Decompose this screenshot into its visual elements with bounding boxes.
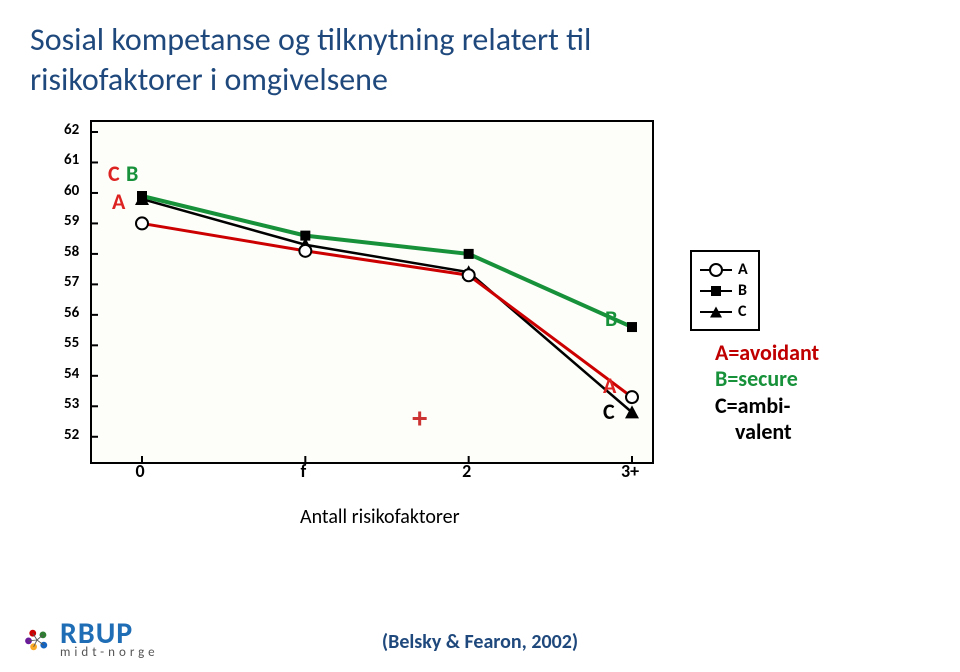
legend-item-a: A [700, 260, 748, 279]
y-tick-label: 53 [64, 395, 79, 413]
legend-item-b: B [700, 281, 748, 300]
chart-container: Mean social competence 52535455565758596… [30, 110, 880, 530]
x-tick-label: f [300, 460, 306, 482]
logo-subtext: midt-norge [60, 647, 159, 659]
end-label-b: B [605, 305, 617, 332]
legend-label-c: C [738, 302, 746, 321]
legend-marker-triangle-icon [710, 306, 722, 317]
y-tick-label: 59 [64, 212, 79, 230]
title-line1: Sosial kompetanse og tilknytning relater… [30, 20, 591, 59]
key-ambi1: C=ambi- [715, 393, 819, 419]
legend-item-c: C [700, 302, 748, 321]
key-avoidant: A=avoidant [715, 340, 819, 366]
y-tick-label: 55 [64, 334, 79, 352]
y-tick-label: 62 [64, 121, 79, 139]
y-tick-label: 60 [64, 182, 79, 200]
chart-plot-area [90, 120, 654, 464]
chart-svg [92, 122, 652, 462]
legend-label-b: B [738, 281, 747, 300]
end-label-c: C [603, 398, 615, 425]
start-label-a: A [112, 188, 125, 215]
end-label-a: A [603, 372, 616, 399]
x-axis-label: Antall risikofaktorer [300, 505, 460, 529]
title-line2: risikofaktorer i omgivelsene [30, 60, 388, 99]
y-tick-label: 56 [64, 304, 79, 322]
logo-star-icon [20, 623, 54, 657]
slide-footer: RBUP midt-norge (Belsky & Fearon, 2002) [0, 604, 960, 664]
x-tick-label: 3+ [621, 460, 639, 482]
y-tick-label: 58 [64, 243, 79, 261]
key-secure: B=secure [715, 366, 819, 392]
logo-text: RBUP [60, 620, 159, 647]
x-tick-label: 0 [135, 460, 144, 482]
key-ambi2: valent [715, 419, 819, 445]
legend-label-a: A [738, 260, 748, 279]
slide-title: Sosial kompetanse og tilknytning relater… [30, 20, 930, 100]
rbup-logo: RBUP midt-norge [20, 620, 159, 659]
legend-marker-square-icon [711, 286, 721, 296]
y-tick-label: 61 [64, 151, 79, 169]
y-tick-label: 52 [64, 426, 79, 444]
y-tick-label: 54 [64, 365, 79, 383]
legend-marker-circle-icon [709, 263, 723, 277]
start-label-b: B [126, 160, 138, 187]
y-tick-label: 57 [64, 273, 79, 291]
start-label-c: C [108, 160, 120, 187]
chart-legend: A B C [690, 250, 760, 331]
attachment-key: A=avoidant B=secure C=ambi- valent [715, 340, 819, 446]
x-tick-label: 2 [462, 460, 471, 482]
citation: (Belsky & Fearon, 2002) [382, 630, 578, 654]
